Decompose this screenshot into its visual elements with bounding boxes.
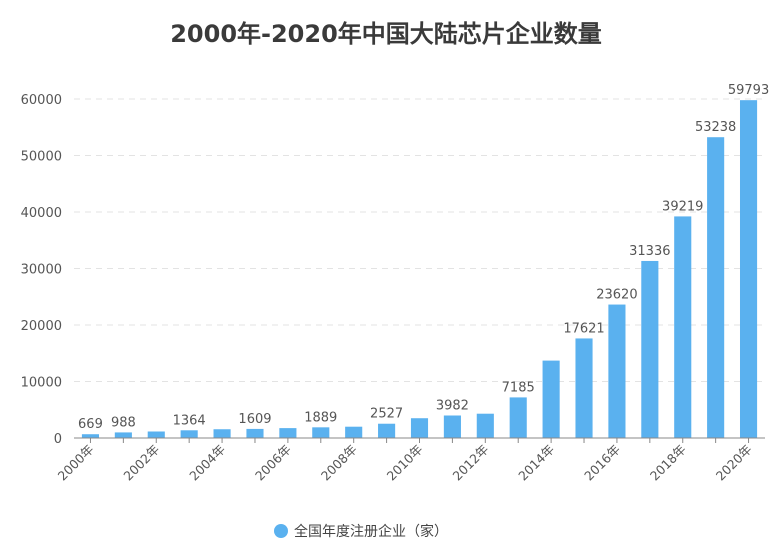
- x-tick-label: 2020年: [713, 442, 755, 484]
- bar[interactable]: [707, 137, 725, 438]
- y-axis: 0 10000 20000 30000 40000 50000 60000: [21, 93, 62, 447]
- y-tick-label: 10000: [21, 376, 62, 391]
- data-label-layer: 669 988 1364 1609 1889 2527 3982 7185 17621 23620…: [78, 83, 769, 432]
- bar[interactable]: [641, 260, 659, 438]
- legend-marker-icon: [274, 524, 288, 538]
- bar[interactable]: [345, 426, 363, 438]
- x-tick-label: 2018年: [647, 442, 689, 484]
- bar[interactable]: [378, 423, 396, 438]
- x-tick-label: 2008年: [318, 442, 360, 484]
- bar[interactable]: [114, 432, 132, 438]
- bar[interactable]: [410, 418, 429, 438]
- data-label: 988: [111, 415, 136, 430]
- y-tick-label: 50000: [21, 150, 62, 165]
- x-tick-label: 2006年: [252, 442, 294, 484]
- bar[interactable]: [443, 415, 461, 438]
- chart-title: 2000年-2020年中国大陆芯片企业数量: [170, 20, 602, 48]
- data-label: 39219: [662, 199, 703, 214]
- y-tick-label: 20000: [21, 319, 62, 334]
- bar[interactable]: [180, 430, 198, 438]
- bar[interactable]: [279, 428, 297, 438]
- x-tick-label: 2004年: [186, 442, 228, 484]
- x-tick-label: 2000年: [55, 442, 97, 484]
- data-label: 7185: [502, 380, 535, 395]
- legend[interactable]: 全国年度注册企业（家）: [274, 523, 448, 540]
- bar[interactable]: [476, 413, 494, 438]
- data-label: 1609: [238, 412, 271, 427]
- y-tick-label: 0: [54, 432, 62, 447]
- bar[interactable]: [246, 428, 264, 438]
- x-tick-label: 2012年: [449, 442, 491, 484]
- y-tick-label: 60000: [21, 93, 62, 108]
- data-label: 59793: [728, 83, 769, 98]
- data-label: 53238: [695, 120, 736, 135]
- bar[interactable]: [542, 360, 560, 438]
- x-tick-label: 2016年: [581, 442, 623, 484]
- data-label: 31336: [629, 244, 670, 259]
- bar[interactable]: [674, 216, 692, 438]
- data-label: 3982: [436, 399, 469, 414]
- data-label: 2527: [370, 407, 403, 422]
- bar[interactable]: [575, 338, 593, 438]
- bar[interactable]: [147, 431, 165, 438]
- data-label: 23620: [596, 288, 637, 303]
- bar[interactable]: [509, 397, 527, 438]
- y-tick-label: 30000: [21, 263, 62, 278]
- bar[interactable]: [608, 304, 626, 438]
- bar[interactable]: [213, 429, 231, 438]
- legend-label: 全国年度注册企业（家）: [294, 523, 448, 540]
- x-tick-label: 2010年: [384, 442, 426, 484]
- data-label: 17621: [563, 321, 604, 336]
- x-tick-label: 2002年: [120, 442, 162, 484]
- bar[interactable]: [312, 427, 330, 438]
- bar[interactable]: [739, 100, 758, 438]
- data-label: 669: [78, 417, 103, 432]
- y-tick-label: 40000: [21, 206, 62, 221]
- grid-layer: [74, 98, 765, 382]
- data-label: 1364: [173, 413, 206, 428]
- bar-layer: [81, 100, 758, 438]
- bar[interactable]: [81, 434, 100, 438]
- x-tick-label: 2014年: [515, 442, 557, 484]
- x-axis: 2000年 2002年 2004年 2006年 2008年 2010年 2012年 2014年…: [55, 437, 765, 484]
- data-label: 1889: [304, 410, 337, 425]
